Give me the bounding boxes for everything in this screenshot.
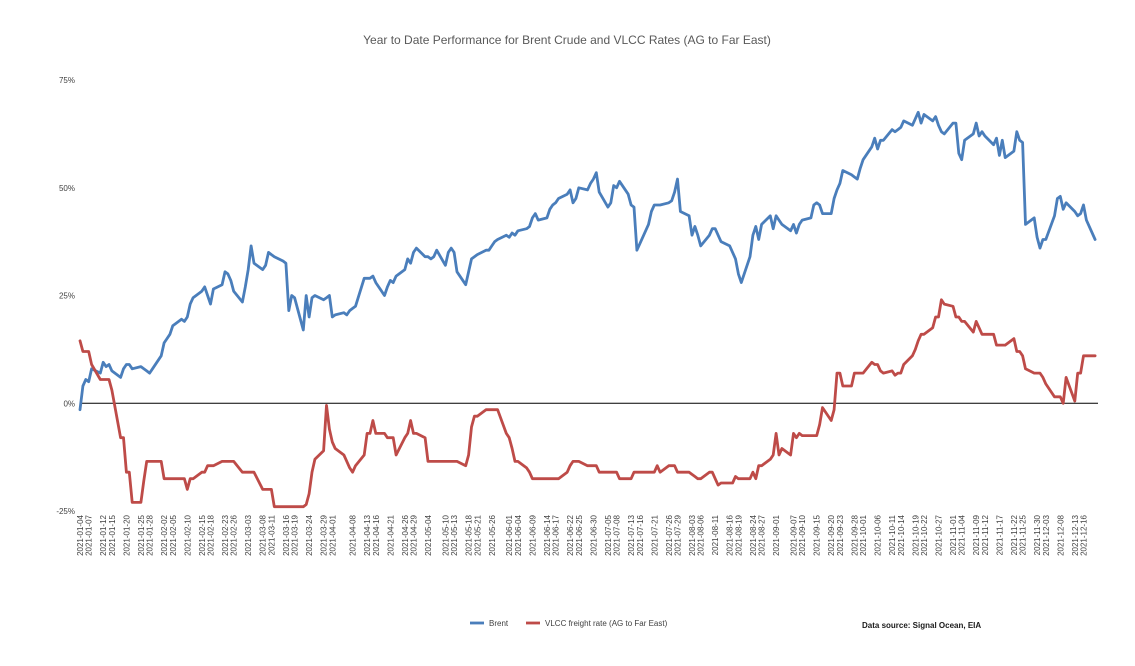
x-tick-label: 2021-09-07 <box>789 514 798 555</box>
x-tick-label: 2021-09-20 <box>827 514 836 555</box>
x-tick-label: 2021-05-04 <box>424 514 433 555</box>
series-lines <box>78 110 1097 509</box>
x-tick-label: 2021-04-26 <box>401 514 410 555</box>
x-tick-label: 2021-01-04 <box>76 514 85 555</box>
x-tick-label: 2021-01-20 <box>122 514 131 555</box>
y-tick-label: 25% <box>59 292 75 301</box>
x-tick-label: 2021-01-28 <box>146 514 155 555</box>
x-tick-label: 2021-01-12 <box>99 514 108 555</box>
x-tick-label: 2021-02-26 <box>230 514 239 555</box>
x-tick-label: 2021-02-05 <box>169 514 178 555</box>
x-tick-label: 2021-02-02 <box>160 514 169 555</box>
x-tick-label: 2021-06-30 <box>589 514 598 555</box>
x-tick-label: 2021-08-19 <box>734 514 743 555</box>
x-tick-label: 2021-04-21 <box>386 514 395 555</box>
x-tick-label: 2021-02-15 <box>198 514 207 555</box>
x-tick-label: 2021-03-19 <box>291 514 300 555</box>
legend-label: Brent <box>489 619 509 628</box>
x-tick-label: 2021-04-16 <box>372 514 381 555</box>
x-tick-label: 2021-10-11 <box>888 514 897 555</box>
x-tick-label: 2021-09-23 <box>836 514 845 555</box>
series-line-brent <box>78 110 1097 412</box>
x-tick-label: 2021-06-25 <box>575 514 584 555</box>
x-tick-label: 2021-05-26 <box>488 514 497 555</box>
x-tick-label: 2021-06-09 <box>528 514 537 555</box>
x-tick-label: 2021-10-01 <box>859 514 868 555</box>
x-tick-label: 2021-04-01 <box>328 514 337 555</box>
x-tick-label: 2021-01-25 <box>137 514 146 555</box>
series-line-vlcc-freight-rate <box>78 298 1097 509</box>
x-tick-label: 2021-10-22 <box>920 514 929 555</box>
x-tick-label: 2021-02-23 <box>221 514 230 555</box>
x-tick-label: 2021-08-06 <box>697 514 706 555</box>
x-tick-label: 2021-06-14 <box>543 514 552 555</box>
x-tick-label: 2021-01-15 <box>108 514 117 555</box>
x-tick-label: 2021-07-13 <box>627 514 636 555</box>
x-tick-label: 2021-01-07 <box>85 514 94 555</box>
x-tick-label: 2021-09-28 <box>850 514 859 555</box>
y-tick-label: 50% <box>59 184 75 193</box>
chart-title: Year to Date Performance for Brent Crude… <box>363 33 771 47</box>
x-tick-label: 2021-04-13 <box>363 514 372 555</box>
x-tick-label: 2021-12-16 <box>1079 514 1088 555</box>
x-tick-label: 2021-10-06 <box>874 514 883 555</box>
x-tick-label: 2021-05-13 <box>450 514 459 555</box>
x-tick-label: 2021-07-29 <box>673 514 682 555</box>
x-tick-label: 2021-07-08 <box>613 514 622 555</box>
x-tick-label: 2021-02-10 <box>183 514 192 555</box>
x-tick-label: 2021-07-26 <box>665 514 674 555</box>
x-tick-label: 2021-07-05 <box>604 514 613 555</box>
x-tick-label: 2021-05-18 <box>465 514 474 555</box>
x-tick-label: 2021-05-21 <box>473 514 482 555</box>
x-tick-label: 2021-03-24 <box>305 514 314 555</box>
data-source-annotation: Data source: Signal Ocean, EIA <box>862 621 981 630</box>
x-tick-label: 2021-02-18 <box>207 514 216 555</box>
x-tick-label: 2021-08-24 <box>749 514 758 555</box>
x-tick-label: 2021-03-16 <box>282 514 291 555</box>
x-tick-label: 2021-08-16 <box>726 514 735 555</box>
x-tick-label: 2021-08-27 <box>758 514 767 555</box>
x-tick-label: 2021-11-12 <box>981 514 990 555</box>
x-tick-label: 2021-09-01 <box>772 514 781 555</box>
x-tick-label: 2021-08-03 <box>688 514 697 555</box>
x-tick-label: 2021-11-22 <box>1010 514 1019 555</box>
x-tick-label: 2021-04-08 <box>349 514 358 555</box>
x-tick-label: 2021-06-17 <box>552 514 561 555</box>
x-tick-label: 2021-10-19 <box>911 514 920 555</box>
x-tick-label: 2021-11-09 <box>972 514 981 555</box>
x-tick-label: 2021-06-04 <box>514 514 523 555</box>
x-tick-label: 2021-03-03 <box>244 514 253 555</box>
x-tick-label: 2021-11-25 <box>1019 514 1028 555</box>
legend: Brent VLCC freight rate (AG to Far East) <box>470 619 668 628</box>
x-tick-label: 2021-12-13 <box>1071 514 1080 555</box>
x-tick-label: 2021-05-10 <box>441 514 450 555</box>
legend-label: VLCC freight rate (AG to Far East) <box>545 619 668 628</box>
y-tick-label: 0% <box>63 399 75 408</box>
x-tick-label: 2021-08-11 <box>711 514 720 555</box>
x-tick-label: 2021-03-08 <box>259 514 268 555</box>
x-tick-label: 2021-07-21 <box>650 514 659 555</box>
x-tick-label: 2021-06-01 <box>505 514 514 555</box>
x-tick-label: 2021-03-29 <box>320 514 329 555</box>
x-tick-label: 2021-12-03 <box>1042 514 1051 555</box>
x-axis: 2021-01-04 2021-01-07 2021-01-12 2021-01-15… <box>76 514 1088 555</box>
x-tick-label: 2021-03-11 <box>267 514 276 555</box>
x-tick-label: 2021-11-30 <box>1033 514 1042 555</box>
x-tick-label: 2021-11-17 <box>995 514 1004 555</box>
x-tick-label: 2021-09-10 <box>798 514 807 555</box>
x-tick-label: 2021-09-15 <box>813 514 822 555</box>
y-tick-label: -25% <box>56 507 75 516</box>
x-tick-label: 2021-06-22 <box>566 514 575 555</box>
y-axis: -25% 0% 25% 50% 75% <box>56 76 75 516</box>
x-tick-label: 2021-10-27 <box>934 514 943 555</box>
x-tick-label: 2021-07-16 <box>636 514 645 555</box>
x-tick-label: 2021-12-08 <box>1056 514 1065 555</box>
x-tick-label: 2021-10-14 <box>897 514 906 555</box>
x-tick-label: 2021-11-01 <box>949 514 958 555</box>
x-tick-label: 2021-04-29 <box>410 514 419 555</box>
y-tick-label: 75% <box>59 76 75 85</box>
x-tick-label: 2021-11-04 <box>958 514 967 555</box>
